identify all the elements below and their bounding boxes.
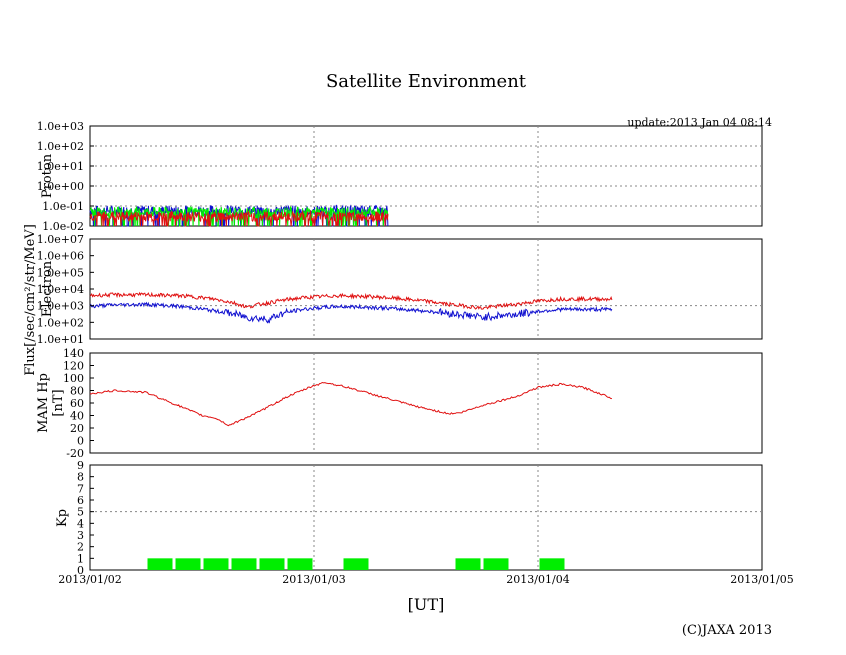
y-tick-label: 0 — [77, 435, 84, 448]
y-tick-label: 9 — [77, 459, 84, 472]
kp-bar — [259, 558, 285, 570]
electron-red-line — [89, 291, 613, 310]
x-tick-label: 2013/01/03 — [282, 573, 345, 586]
y-tick-label: 80 — [70, 385, 84, 398]
y-tick-label: 1.0e+03 — [37, 120, 84, 133]
y-tick-label: 100 — [63, 372, 84, 385]
flux-axis-label: Flux[/sec/cm²/str/MeV] — [23, 224, 38, 376]
y-tick-label: 1.0e+04 — [37, 283, 84, 296]
mam-hp-unit-label: [nT] — [51, 389, 66, 416]
y-tick-label: 5 — [77, 506, 84, 519]
electron-axis-label: Electron — [40, 260, 55, 317]
y-tick-label: 1.0e+01 — [37, 333, 84, 346]
chart-title: Satellite Environment — [326, 71, 527, 92]
y-tick-label: 60 — [70, 397, 84, 410]
proton-axis-label: Proton — [40, 153, 55, 198]
copyright-text: (C)JAXA 2013 — [682, 623, 772, 638]
y-tick-label: 8 — [77, 471, 84, 484]
tick-layer: 2013/01/02 2013/01/03 2013/01/04 2013/01/05… — [37, 120, 794, 586]
y-tick-label: 1.0e+01 — [37, 160, 84, 173]
y-tick-label: 1 — [77, 552, 84, 565]
y-tick-label: 1.0e+05 — [37, 266, 84, 279]
kp-bar — [231, 558, 257, 570]
y-tick-label: 3 — [77, 529, 84, 542]
kp-bar — [483, 558, 509, 570]
y-tick-label: 120 — [63, 360, 84, 373]
y-tick-label: 1.0e+02 — [37, 316, 84, 329]
x-axis-label: [UT] — [408, 595, 445, 614]
y-tick-label: 1.0e+06 — [37, 250, 84, 263]
y-tick-label: 1.0e-02 — [42, 220, 84, 233]
electron-blue-line — [89, 301, 613, 324]
proton-red-line — [89, 209, 389, 227]
y-tick-label: 40 — [70, 410, 84, 423]
kp-bar — [343, 558, 369, 570]
update-timestamp: update:2013 Jan 04 08:14 — [627, 116, 772, 129]
kp-bar — [175, 558, 201, 570]
y-tick-label: 6 — [77, 494, 84, 507]
x-tick-label: 2013/01/02 — [58, 573, 121, 586]
y-tick-label: 1.0e+00 — [37, 180, 84, 193]
grid-layer — [90, 126, 762, 570]
y-tick-label: -20 — [66, 447, 84, 460]
kp-bar — [147, 558, 173, 570]
hp-red-line — [89, 381, 612, 427]
y-tick-label: 1.0e+07 — [37, 233, 84, 246]
magnetic-panel-frame — [89, 352, 763, 454]
kp-bar — [455, 558, 481, 570]
x-tick-label: 2013/01/05 — [730, 573, 793, 586]
y-tick-label: 4 — [77, 517, 84, 530]
mam-hp-axis-label: MAM Hp — [36, 373, 51, 433]
electron-panel-frame — [89, 238, 763, 340]
kp-bar — [287, 558, 313, 570]
y-tick-label: 2 — [77, 541, 84, 554]
y-tick-label: 1.0e+03 — [37, 300, 84, 313]
data-layer — [89, 204, 613, 570]
kp-axis-label: Kp — [55, 509, 70, 527]
proton-panel-frame — [89, 125, 763, 227]
x-tick-label: 2013/01/04 — [506, 573, 569, 586]
y-tick-label: 7 — [77, 482, 84, 495]
y-tick-label: 1.0e-01 — [42, 200, 84, 213]
y-tick-label: 140 — [63, 347, 84, 360]
kp-panel-frame — [89, 464, 763, 571]
kp-bar — [203, 558, 229, 570]
y-tick-label: 1.0e+02 — [37, 140, 84, 153]
kp-bar — [539, 558, 565, 570]
y-tick-label: 20 — [70, 422, 84, 435]
y-tick-label: 0 — [77, 564, 84, 577]
